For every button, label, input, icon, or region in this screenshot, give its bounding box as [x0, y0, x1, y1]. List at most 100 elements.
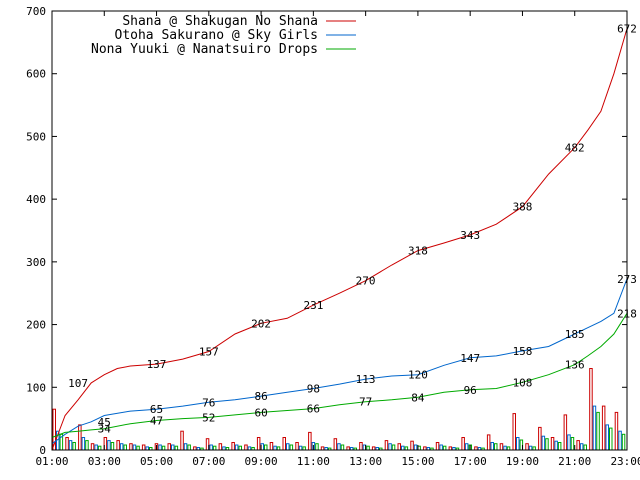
bar	[158, 444, 162, 451]
bar	[550, 437, 555, 451]
bar	[238, 445, 242, 451]
bar	[119, 443, 124, 451]
y-tick-label: 0	[39, 444, 46, 457]
series-line	[51, 278, 628, 445]
data-label: 482	[565, 142, 585, 155]
bar	[187, 444, 191, 451]
bar	[231, 442, 235, 451]
y-axis: 0 100 200 300 400 500 600 700	[26, 5, 627, 457]
bar	[97, 445, 102, 451]
bar	[256, 437, 261, 451]
data-label: 98	[307, 383, 320, 396]
bar	[298, 445, 303, 451]
x-tick-label: 03:00	[88, 455, 121, 468]
bar	[244, 444, 248, 451]
x-tick-label: 09:00	[245, 455, 278, 468]
data-label: 60	[254, 406, 267, 419]
y-tick-label: 300	[26, 256, 46, 269]
x-tick-label: 13:00	[349, 455, 382, 468]
bar	[212, 445, 217, 451]
bar	[605, 424, 609, 451]
plot-frame	[51, 10, 628, 451]
bar	[116, 440, 120, 451]
x-tick-label: 11:00	[297, 455, 330, 468]
bar	[315, 443, 319, 451]
data-label: 136	[565, 359, 585, 372]
data-label: 202	[251, 317, 271, 330]
data-label: 77	[359, 396, 372, 409]
series-line	[51, 28, 628, 451]
bar	[541, 435, 546, 451]
y-tick-label: 600	[26, 68, 46, 81]
legend-entry-label: Nona Yuuki @ Nanatsuiro Drops	[91, 42, 318, 57]
bar	[337, 443, 341, 451]
bar	[621, 433, 626, 451]
bar	[596, 411, 600, 451]
bar	[85, 440, 89, 451]
bar	[579, 443, 584, 451]
bar	[167, 443, 171, 451]
data-label: 108	[513, 376, 533, 389]
bar	[132, 444, 137, 451]
x-tick-label: 15:00	[401, 455, 434, 468]
x-tick-label: 21:00	[558, 455, 591, 468]
bar	[289, 444, 294, 451]
data-label: 185	[565, 328, 585, 341]
data-label: 157	[199, 346, 219, 359]
bar	[439, 444, 443, 451]
bar	[141, 444, 146, 451]
bar	[209, 444, 213, 451]
y-tick-label: 500	[26, 130, 46, 143]
bar	[388, 443, 392, 451]
bar	[136, 445, 140, 451]
bar	[442, 445, 447, 451]
bar	[528, 445, 533, 451]
bar	[410, 440, 414, 451]
bar	[557, 442, 562, 451]
bar	[516, 437, 520, 451]
bars-layer	[52, 368, 626, 451]
data-label: 147	[460, 352, 480, 365]
bar	[107, 440, 111, 451]
legend-entry-label: Shana @ Shakugan No Shana	[122, 14, 318, 29]
bar	[609, 427, 613, 451]
bar	[78, 424, 82, 451]
data-label: 76	[202, 396, 215, 409]
series-lines-layer	[51, 28, 628, 451]
bar	[618, 430, 622, 451]
data-label: 270	[356, 275, 376, 288]
bar	[464, 443, 469, 451]
data-label: 66	[307, 403, 320, 416]
bar	[123, 444, 127, 451]
data-label: 231	[303, 299, 323, 312]
bar	[525, 443, 529, 451]
data-label: 47	[150, 415, 163, 428]
bar	[366, 445, 370, 451]
bar	[218, 443, 223, 451]
bar	[554, 440, 558, 451]
bar	[333, 438, 338, 451]
bar	[486, 434, 491, 451]
bar	[413, 444, 418, 451]
bar	[282, 437, 286, 451]
bar	[129, 443, 133, 451]
bar	[503, 445, 507, 451]
legend-entry-label: Otoha Sakurano @ Sky Girls	[115, 28, 319, 43]
bar	[391, 444, 396, 451]
bar	[567, 434, 571, 451]
x-axis: 01:00 03:00 05:00 07:00 09:00 11:00 13:00 15:00…	[35, 11, 640, 468]
data-label: 158	[513, 345, 533, 358]
bar	[68, 440, 73, 451]
y-tick-label: 400	[26, 193, 46, 206]
bar	[234, 444, 239, 451]
x-tick-label: 07:00	[192, 455, 225, 468]
bar	[601, 405, 606, 451]
data-label: 137	[147, 358, 167, 371]
bar	[384, 440, 389, 451]
y-tick-label: 100	[26, 381, 46, 394]
bar	[340, 444, 345, 451]
bar	[589, 368, 593, 451]
data-label: 107	[68, 377, 88, 390]
bar	[499, 443, 504, 451]
